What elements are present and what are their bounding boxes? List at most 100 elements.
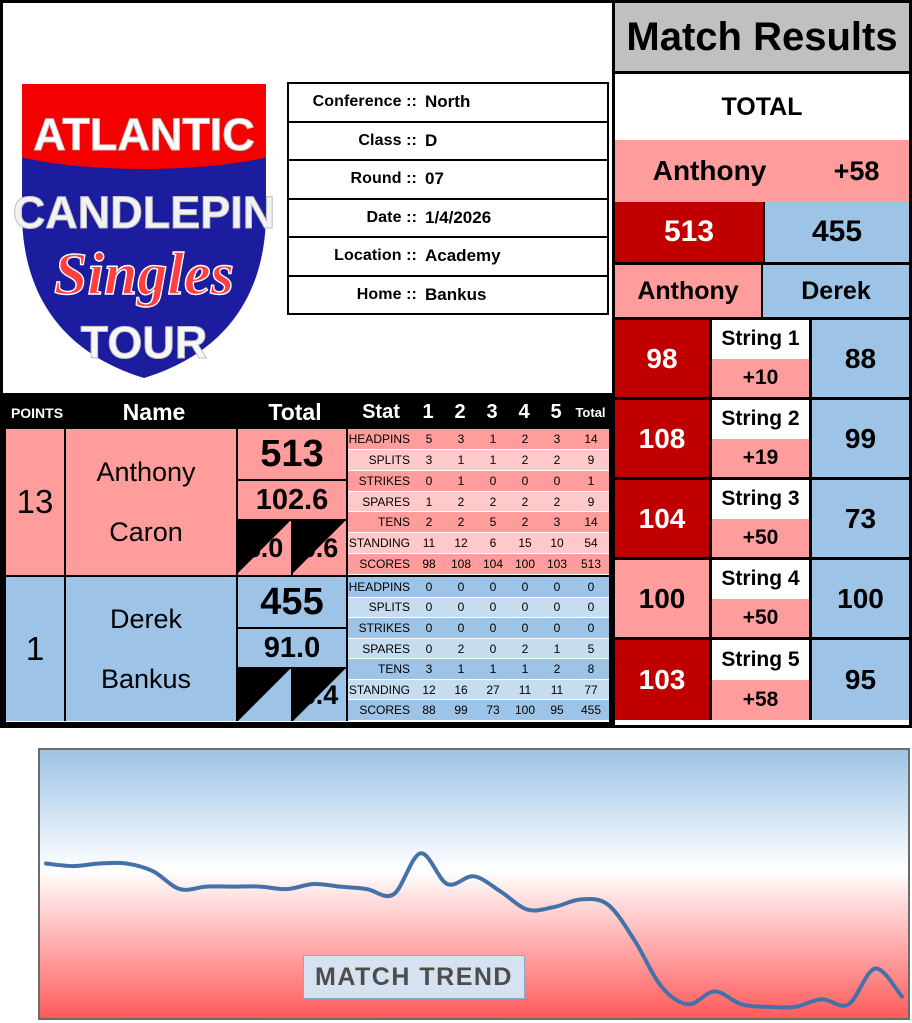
stat-value: 3: [553, 515, 561, 530]
info-row-conference: Conference :: North: [289, 84, 607, 123]
player-block: 1 Derek Bankus 455 91.0 6.4: [6, 575, 609, 722]
winner-margin: +58: [833, 155, 880, 186]
conference-label: Conference ::: [312, 93, 417, 111]
stat-value: 0: [521, 600, 529, 615]
stat-label: TENS: [377, 515, 410, 530]
player-1-total-score: 513: [238, 429, 346, 481]
stat-value: 2: [521, 431, 529, 446]
trend-line: [44, 851, 904, 1010]
stat-value: 2: [553, 452, 561, 467]
header-string-3: 3: [486, 401, 498, 423]
stat-value: 0: [489, 579, 497, 594]
stat-row-strikes: STRIKES 0 0 0 0 0 0: [348, 618, 609, 639]
total-label: TOTAL: [612, 74, 912, 140]
stat-label: SCORES: [359, 557, 410, 572]
stat-value: 2: [521, 494, 529, 509]
stat-value: 0: [553, 579, 561, 594]
stat-total: 9: [587, 452, 595, 467]
stat-value: 0: [489, 641, 497, 656]
stat-label: TENS: [377, 662, 410, 677]
player-2-stat-grid: HEADPINS 0 0 0 0 0 0 SPLITS 0 0 0 0 0 0: [348, 577, 609, 722]
stat-value: 6: [489, 536, 497, 551]
stat-value: 1: [457, 452, 465, 467]
stat-label: STANDING: [348, 682, 410, 697]
player-names-row: Anthony Derek: [612, 262, 912, 320]
header-string-2: 2: [454, 401, 466, 423]
stat-value: 27: [486, 682, 500, 697]
stat-total: 9: [587, 494, 595, 509]
stat-value: 12: [454, 536, 468, 551]
match-trend-badge: MATCH TREND: [303, 955, 525, 999]
player-1-diag-right-value: 6.6: [300, 532, 339, 563]
player-1-points: 13: [6, 429, 66, 575]
info-row-home: Home :: Bankus: [289, 277, 607, 314]
string-5-label: String 5: [712, 640, 809, 680]
stat-label: SPARES: [362, 641, 410, 656]
string-4-center: String 4 +50: [712, 560, 812, 637]
player-1-totals: 513 102.6 8.0 6.6: [238, 429, 348, 575]
stat-value: 108: [450, 557, 472, 572]
stat-label: HEADPINS: [348, 431, 410, 446]
home-value: Bankus: [425, 284, 487, 304]
stat-label: STRIKES: [358, 620, 410, 635]
stat-value: 0: [457, 620, 465, 635]
player-2-diag-right-value: 6.4: [300, 679, 339, 710]
stat-total: 14: [584, 431, 598, 446]
logo-text-singles: Singles: [54, 241, 234, 307]
stat-value: 95: [550, 703, 564, 718]
conference-value: North: [425, 92, 471, 112]
player-2-average: 91.0: [238, 629, 346, 669]
string-3-diff: +50: [712, 518, 809, 557]
player-name-right: Derek: [763, 265, 909, 317]
string-4-diff: +50: [712, 598, 809, 637]
stat-value: 0: [489, 620, 497, 635]
stat-label: SPLITS: [368, 452, 410, 467]
stat-value: 1: [457, 473, 465, 488]
stat-value: 3: [425, 662, 433, 677]
stat-value: 0: [521, 620, 529, 635]
header-name: Name: [122, 399, 186, 425]
match-trend-chart: [38, 748, 910, 1020]
stat-row-splits: SPLITS 3 1 1 2 2 9: [348, 449, 609, 471]
string-4-label: String 4: [712, 560, 809, 599]
atlantic-candlepin-singles-tour-logo: ATLANTIC CANDLEPIN Singles TOUR: [8, 62, 280, 382]
string-2-diff: +19: [712, 438, 809, 477]
winner-summary-row: Anthony +58: [612, 140, 912, 202]
header-stat-total: Total: [575, 405, 606, 420]
string-row: 103 String 5 +58 95: [615, 640, 909, 720]
string-1-right-score: 88: [812, 320, 909, 397]
info-row-date: Date :: 1/4/2026: [289, 200, 607, 238]
stat-value: 0: [489, 473, 497, 488]
stat-value: 88: [422, 703, 436, 718]
stat-value: 0: [425, 641, 433, 656]
info-row-round: Round :: 07: [289, 161, 607, 200]
home-label: Home ::: [356, 285, 417, 303]
string-3-label: String 3: [712, 480, 809, 519]
logo-text-atlantic: ATLANTIC: [33, 109, 255, 160]
stat-value: 2: [521, 452, 529, 467]
stat-value: 73: [486, 703, 500, 718]
match-results-title: Match Results: [612, 0, 912, 74]
class-value: D: [425, 130, 438, 150]
stat-total: 77: [584, 682, 598, 697]
stat-value: 11: [550, 682, 564, 697]
stat-row-splits: SPLITS 0 0 0 0 0 0: [348, 597, 609, 619]
string-3-center: String 3 +50: [712, 480, 812, 557]
player-2-diagonal-pair: 6.4: [238, 669, 346, 721]
stat-value: 100: [514, 557, 536, 572]
player-block: 13 Anthony Caron 513 102.6 8.0 6.6: [6, 429, 609, 576]
stat-value: 2: [553, 494, 561, 509]
stat-value: 1: [425, 494, 433, 509]
stat-value: 3: [425, 452, 433, 467]
string-row: 108 String 2 +19 99: [615, 400, 909, 480]
stat-value: 0: [521, 579, 529, 594]
stat-value: 12: [422, 682, 436, 697]
stat-row-spares: SPARES 1 2 2 2 2 9: [348, 491, 609, 513]
stat-total: 513: [580, 557, 602, 572]
stat-value: 2: [521, 641, 529, 656]
player-stats-table: POINTS Name Total Stat 1 2 3 4 5 Total 1…: [3, 393, 612, 725]
stat-value: 2: [553, 662, 561, 677]
stat-value: 5: [425, 431, 433, 446]
string-2-right-score: 99: [812, 400, 909, 477]
